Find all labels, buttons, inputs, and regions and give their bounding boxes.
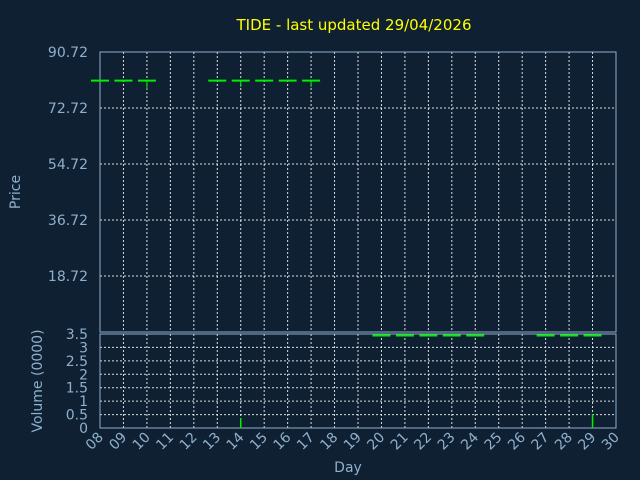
x-axis-label: Day <box>334 460 362 476</box>
volume-tick-label: 0.5 <box>66 408 88 424</box>
price-bar <box>231 79 250 88</box>
volume-panel-frame <box>99 333 617 429</box>
x-tick-label: 09 <box>106 430 130 454</box>
volume-tick-label: 1.5 <box>66 381 88 397</box>
price-bar <box>302 79 321 88</box>
volume-tick-label: 2 <box>79 367 88 383</box>
x-tick-label: 29 <box>575 430 599 454</box>
volume-panel: 3.532.521.510.50 <box>66 327 617 437</box>
volume-tick-label: 0 <box>79 421 88 437</box>
price-bar <box>255 79 274 82</box>
x-tick-label: 25 <box>482 430 506 454</box>
x-tick-label: 14 <box>224 429 248 453</box>
price-tick-label: 54.72 <box>48 157 88 173</box>
x-tick-label: 15 <box>247 430 271 454</box>
x-tick-label: 13 <box>200 430 224 454</box>
price-bar <box>91 79 109 82</box>
x-tick-label: 11 <box>153 430 177 454</box>
x-tick-label: 21 <box>388 430 412 454</box>
price-tick-label: 36.72 <box>48 213 88 229</box>
price-bar <box>114 79 133 82</box>
x-tick-label: 20 <box>364 430 388 454</box>
x-tick-label: 26 <box>505 429 529 453</box>
volume-tick-label: 3.5 <box>66 327 88 343</box>
x-tick-label: 10 <box>130 430 154 454</box>
price-bar <box>208 79 227 82</box>
x-tick-label: 16 <box>271 429 295 453</box>
x-axis-ticks: 08 09 10 11 12 13 14 15 16 17 18 19 20 21 22 23 24 25 26 27… <box>83 429 623 453</box>
x-tick-label: 17 <box>294 430 318 454</box>
price-axis-label: Price <box>8 175 24 209</box>
price-tick-label: 72.72 <box>48 101 88 117</box>
x-tick-label: 24 <box>458 429 482 453</box>
x-tick-label: 18 <box>317 430 341 454</box>
volume-tick-label: 3 <box>79 340 88 356</box>
x-tick-label: 23 <box>435 430 459 454</box>
price-panel-frame <box>99 51 617 333</box>
chart-title: TIDE - last updated 29/04/2026 <box>236 16 472 34</box>
price-bar <box>137 79 156 90</box>
x-tick-label: 12 <box>177 430 201 454</box>
x-tick-label: 27 <box>529 430 553 454</box>
price-tick-label: 90.72 <box>48 45 88 61</box>
x-tick-label: 28 <box>552 430 576 454</box>
x-tick-label: 22 <box>411 430 435 454</box>
x-tick-label: 19 <box>341 430 365 454</box>
volume-tick-label: 1 <box>79 394 88 410</box>
price-tick-label: 18.72 <box>48 269 88 285</box>
price-panel: 90.72 72.72 54.72 36.72 18.72 <box>48 45 617 333</box>
x-tick-label: 30 <box>599 430 623 454</box>
volume-tick-label: 2.5 <box>66 354 88 370</box>
volume-axis-label: Volume (0000) <box>30 329 46 432</box>
price-bar <box>278 79 297 82</box>
